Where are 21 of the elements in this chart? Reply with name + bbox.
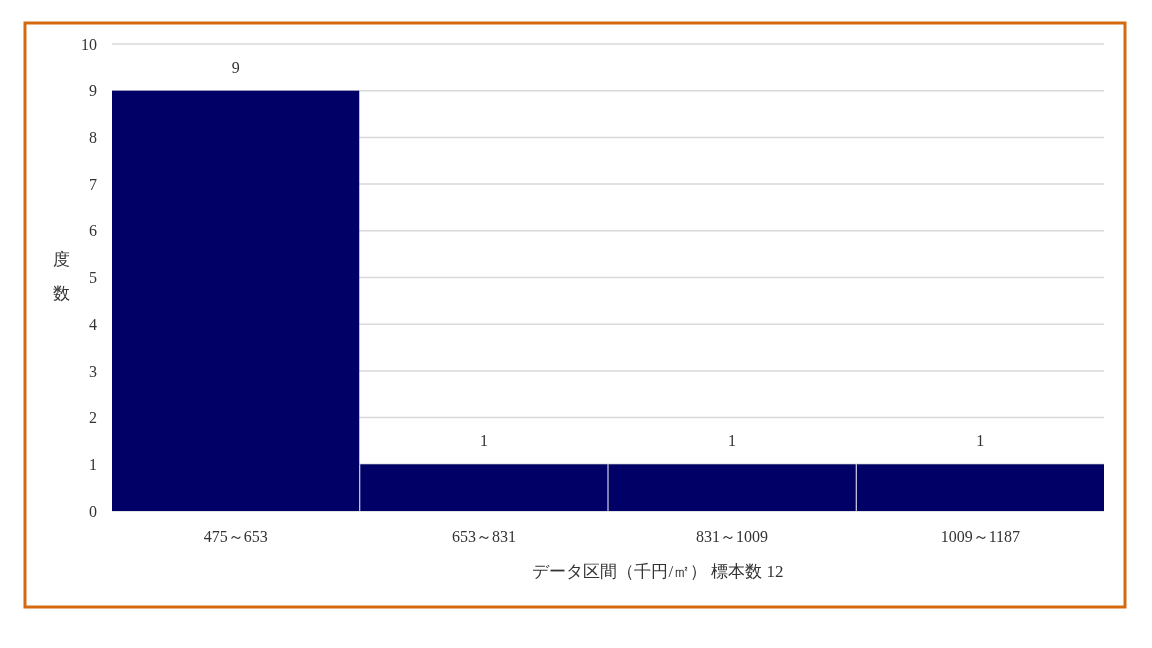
y-tick-label: 4 [89, 315, 97, 333]
data-label: 9 [231, 58, 240, 76]
x-axis-title: データ区間（千円/㎡） 標本数 12 [532, 562, 784, 581]
y-axis-title: 度数 [52, 250, 70, 303]
y-tick-label: 2 [89, 409, 97, 427]
y-tick-label: 7 [89, 175, 97, 193]
y-tick-label: 6 [89, 222, 97, 240]
y-tick-label: 0 [89, 502, 97, 520]
x-tick-label: 475～653 [203, 528, 268, 545]
x-tick-label: 653～831 [451, 528, 516, 545]
x-tick-label: 1009～1187 [940, 528, 1021, 545]
x-tick-label: 831～1009 [696, 528, 769, 545]
y-tick-label: 3 [89, 362, 97, 380]
y-tick-label: 1 [89, 455, 97, 473]
data-label: 1 [479, 432, 488, 450]
y-tick-label: 8 [89, 129, 97, 146]
y-tick-label: 9 [89, 82, 97, 100]
data-label: 1 [976, 432, 985, 450]
data-label: 1 [728, 432, 737, 450]
y-tick-label: 10 [81, 35, 97, 53]
y-tick-label: 5 [89, 269, 97, 287]
